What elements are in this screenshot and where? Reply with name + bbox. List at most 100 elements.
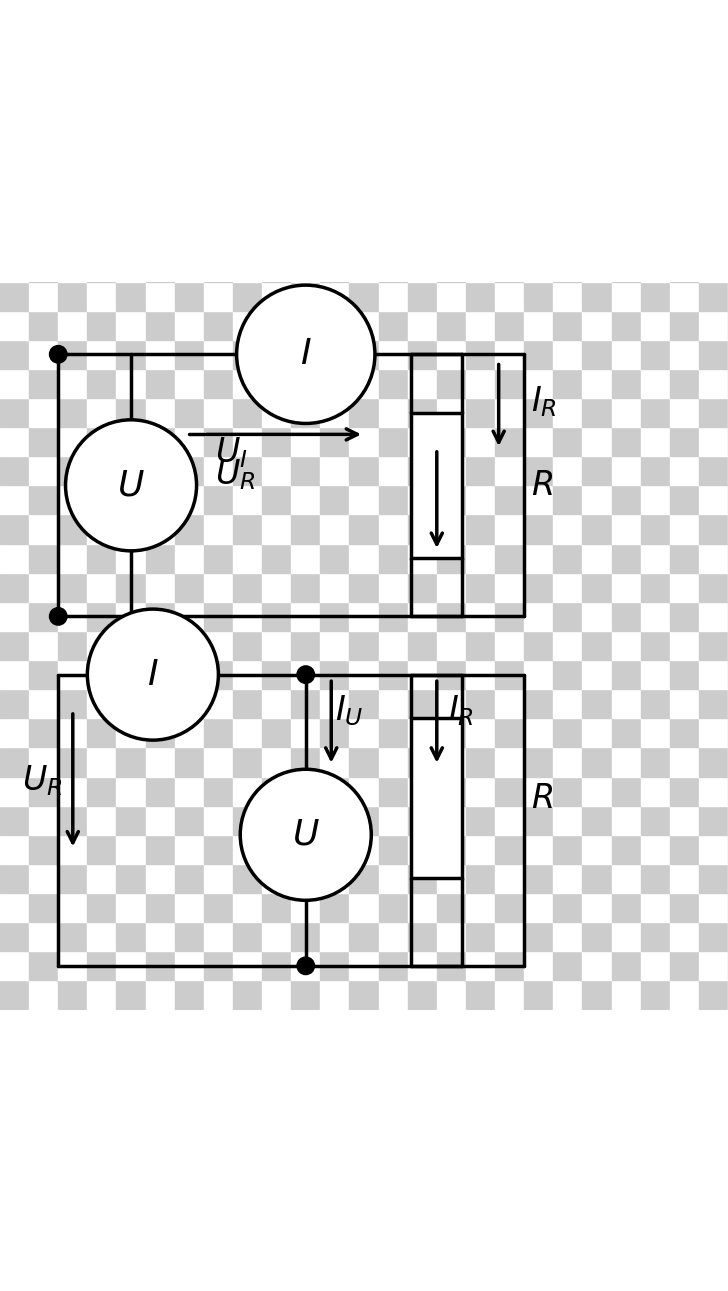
Bar <box>437 427 466 456</box>
Bar <box>233 456 262 485</box>
Bar <box>349 689 379 718</box>
Bar <box>466 485 495 514</box>
Bar <box>349 544 379 573</box>
Bar <box>320 398 349 427</box>
Bar <box>612 980 641 1010</box>
Bar <box>320 660 349 689</box>
Bar <box>379 718 408 747</box>
Bar <box>582 922 612 951</box>
Bar <box>379 573 408 602</box>
Bar <box>408 864 437 893</box>
Bar <box>612 369 641 398</box>
Bar <box>379 223 408 252</box>
Bar <box>553 777 582 806</box>
Bar <box>29 718 58 747</box>
Bar <box>204 252 233 281</box>
Bar <box>0 514 29 544</box>
Bar <box>641 631 670 660</box>
Bar <box>670 631 699 660</box>
Bar <box>146 514 175 544</box>
Bar <box>466 835 495 864</box>
Bar <box>466 893 495 922</box>
Bar <box>146 718 175 747</box>
Bar <box>87 747 116 777</box>
Bar <box>291 573 320 602</box>
Bar <box>379 689 408 718</box>
Bar <box>29 689 58 718</box>
Bar <box>0 980 29 1010</box>
Bar <box>291 806 320 835</box>
Bar <box>204 223 233 252</box>
Bar <box>670 514 699 544</box>
Bar <box>233 427 262 456</box>
Bar <box>495 922 524 951</box>
Bar <box>641 893 670 922</box>
Bar <box>553 893 582 922</box>
Bar <box>466 311 495 340</box>
Bar <box>466 631 495 660</box>
Bar <box>582 398 612 427</box>
Bar <box>116 922 146 951</box>
Bar <box>495 893 524 922</box>
Bar <box>291 456 320 485</box>
Bar <box>408 631 437 660</box>
Circle shape <box>66 420 197 551</box>
Bar <box>0 922 29 951</box>
Bar <box>146 631 175 660</box>
Bar <box>641 689 670 718</box>
Bar <box>641 602 670 631</box>
Bar <box>379 747 408 777</box>
Bar <box>58 456 87 485</box>
Bar <box>699 631 728 660</box>
Bar <box>262 252 291 281</box>
Bar <box>116 311 146 340</box>
Bar <box>146 369 175 398</box>
Bar <box>553 223 582 252</box>
Bar <box>146 893 175 922</box>
Bar <box>87 485 116 514</box>
Bar <box>641 311 670 340</box>
Bar <box>291 893 320 922</box>
Bar <box>699 922 728 951</box>
Bar <box>437 456 466 485</box>
Bar <box>495 573 524 602</box>
Bar <box>204 514 233 544</box>
Bar <box>0 485 29 514</box>
Bar <box>612 456 641 485</box>
Bar <box>641 864 670 893</box>
Bar <box>641 398 670 427</box>
Bar <box>0 252 29 281</box>
Bar <box>175 573 204 602</box>
Bar <box>582 602 612 631</box>
Bar <box>116 777 146 806</box>
Bar <box>495 281 524 311</box>
Bar <box>670 311 699 340</box>
Bar <box>262 340 291 369</box>
Bar <box>349 660 379 689</box>
Bar <box>553 631 582 660</box>
Bar <box>670 602 699 631</box>
Bar <box>582 689 612 718</box>
Bar <box>466 602 495 631</box>
Bar <box>204 398 233 427</box>
Bar <box>320 893 349 922</box>
Bar <box>87 514 116 544</box>
Bar <box>262 602 291 631</box>
Bar <box>29 864 58 893</box>
Bar <box>58 252 87 281</box>
Bar <box>29 340 58 369</box>
Bar <box>524 893 553 922</box>
Bar <box>670 223 699 252</box>
Text: $\mathit{U}_\mathit{R}$: $\mathit{U}_\mathit{R}$ <box>22 763 63 798</box>
Bar <box>582 980 612 1010</box>
Bar <box>437 951 466 980</box>
Bar <box>582 252 612 281</box>
Bar <box>116 631 146 660</box>
Bar <box>116 602 146 631</box>
Bar <box>349 951 379 980</box>
Bar <box>495 864 524 893</box>
Bar <box>408 893 437 922</box>
Bar <box>641 369 670 398</box>
Bar <box>408 281 437 311</box>
Bar <box>262 514 291 544</box>
